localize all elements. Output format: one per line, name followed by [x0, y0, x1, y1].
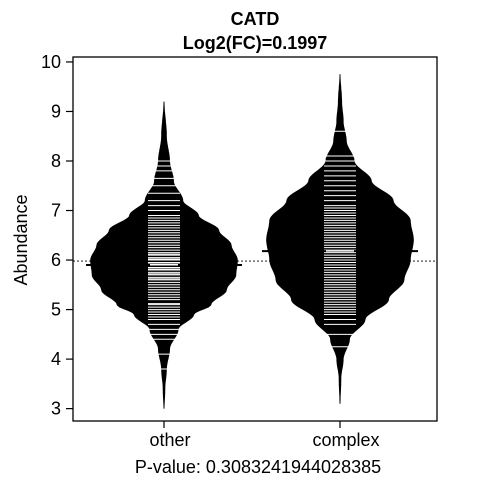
y-axis-label: Abundance: [11, 194, 31, 285]
observation-lines-complex: [324, 130, 356, 348]
chart-subtitle: Log2(FC)=0.1997: [183, 33, 328, 53]
chart-title: CATD: [231, 9, 280, 29]
observation-lines-other: [148, 160, 180, 370]
x-axis-label: P-value: 0.3083241944028385: [135, 457, 381, 477]
y-tick-label: 7: [51, 201, 61, 221]
x-tick-label: complex: [312, 430, 379, 450]
y-tick-label: 5: [51, 300, 61, 320]
y-tick-label: 10: [41, 52, 61, 72]
y-tick-label: 4: [51, 349, 61, 369]
plot-frame: [72, 56, 438, 422]
y-tick-label: 8: [51, 151, 61, 171]
y-tick-label: 3: [51, 399, 61, 419]
y-tick-label: 6: [51, 250, 61, 270]
bean-shape-complex: [266, 74, 414, 404]
x-tick-label: other: [149, 430, 190, 450]
plot-area: 3 4 5 6 7 8 9 10 other complex: [41, 52, 437, 450]
y-tick-label: 9: [51, 101, 61, 121]
